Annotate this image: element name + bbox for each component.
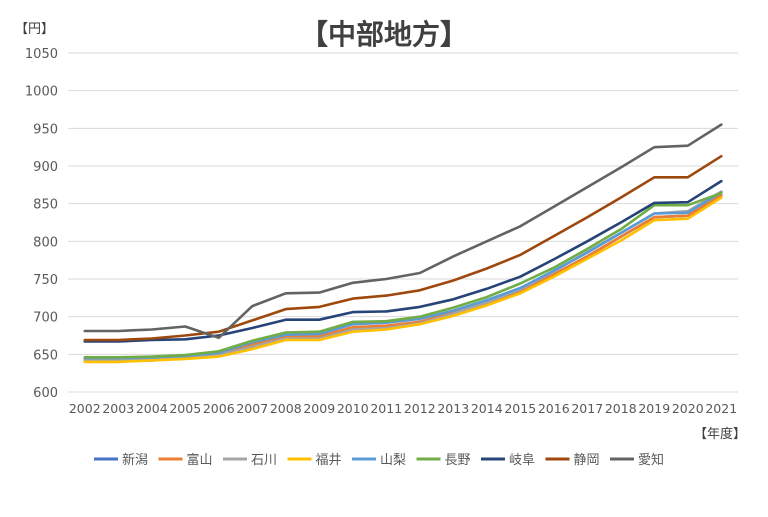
y-tick-label: 700: [33, 311, 58, 326]
x-tick-label: 2015: [504, 401, 536, 416]
y-tick-label: 900: [33, 160, 58, 175]
y-tick-label: 750: [33, 273, 58, 288]
x-tick-label: 2013: [437, 401, 469, 416]
y-tick-label: 1000: [25, 85, 58, 100]
x-tick-label: 2021: [705, 401, 737, 416]
x-tick-label: 2017: [571, 401, 603, 416]
y-axis-unit-label: 【円】: [15, 22, 54, 37]
x-tick-label: 2012: [404, 401, 436, 416]
x-tick-label: 2007: [236, 401, 268, 416]
y-tick-labels: 600 650 700 750 800 850 900 950 1000 1050: [25, 47, 58, 401]
legend-label: 石川: [251, 453, 277, 468]
legend: 新潟 富山 石川 福井 山梨 長野 岐阜 静岡 愛知: [94, 452, 664, 468]
series-line-5: [83, 191, 723, 359]
x-tick-label: 2016: [538, 401, 570, 416]
y-tick-label: 850: [33, 198, 58, 213]
x-tick-label: 2006: [203, 401, 235, 416]
x-tick-label: 2008: [270, 401, 302, 416]
series-line-6: [83, 179, 723, 343]
x-tick-label: 2018: [605, 401, 637, 416]
x-tick-label: 2014: [471, 401, 503, 416]
x-tick-label: 2011: [370, 401, 402, 416]
x-tick-labels: 2002 2003 2004 2005 2006 2007 2008 2009 2010 2011…: [69, 401, 737, 416]
x-tick-label: 2020: [672, 401, 704, 416]
legend-label: 山梨: [380, 453, 406, 468]
x-tick-label: 2010: [337, 401, 369, 416]
y-tick-label: 950: [33, 122, 58, 137]
x-tick-label: 2005: [169, 401, 201, 416]
series-line-7: [83, 154, 723, 342]
x-tick-label: 2009: [303, 401, 335, 416]
x-tick-label: 2002: [69, 401, 101, 416]
y-tick-label: 600: [33, 386, 58, 401]
x-tick-label: 2003: [102, 401, 134, 416]
series-line-8: [83, 123, 723, 340]
y-tick-label: 1050: [25, 47, 58, 62]
legend-label: 新潟: [122, 452, 148, 468]
legend-label: 静岡: [574, 453, 600, 468]
series-lines: [83, 123, 723, 364]
legend-label: 愛知: [638, 452, 664, 468]
legend-label: 富山: [187, 452, 213, 468]
y-tick-label: 800: [33, 235, 58, 250]
legend-label: 福井: [316, 453, 342, 468]
legend-label: 岐阜: [509, 452, 535, 468]
x-axis-unit-label: 【年度】: [694, 426, 746, 442]
x-tick-label: 2019: [638, 401, 670, 416]
y-tick-label: 650: [33, 348, 58, 363]
chart-title: 【中部地方】: [300, 18, 468, 51]
x-tick-label: 2004: [136, 401, 168, 416]
legend-label: 長野: [445, 453, 471, 468]
series-line-3: [83, 196, 723, 364]
